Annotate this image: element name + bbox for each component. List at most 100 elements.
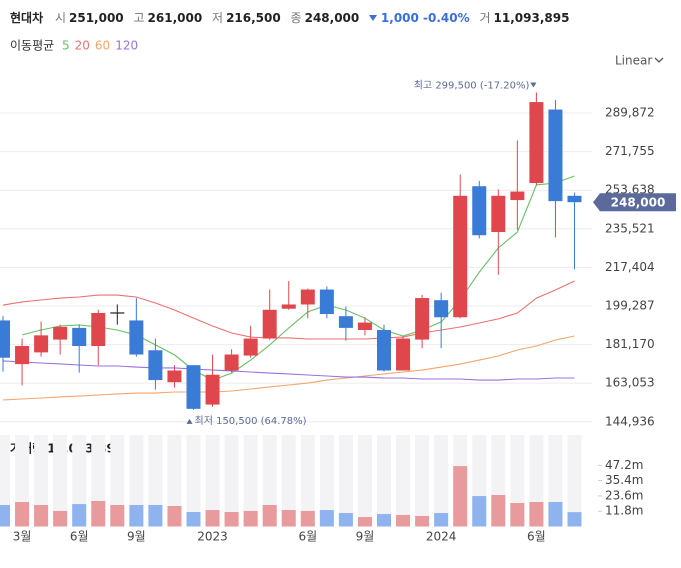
volume-bar — [15, 502, 30, 527]
candle-body — [300, 289, 315, 305]
volume-bar — [53, 510, 68, 527]
quote-label: 시 — [54, 11, 66, 25]
volume-bar — [510, 503, 525, 527]
volume-column — [434, 435, 449, 527]
candle-body — [15, 346, 30, 365]
change: 1,000 -0.40% — [380, 11, 470, 25]
volume-column — [72, 435, 87, 527]
volume-bar — [91, 500, 106, 527]
volume-column — [224, 435, 239, 527]
volume-bar — [224, 511, 239, 527]
volume-bar — [72, 504, 87, 527]
quote-label: 고 — [133, 11, 145, 25]
volume-bar — [529, 502, 544, 527]
candle-body — [129, 320, 144, 355]
volume-column — [281, 435, 296, 527]
legend-entry: 120 — [115, 39, 138, 53]
candle-body — [186, 365, 201, 409]
volume-bar — [34, 504, 49, 527]
y-tick-label: 217,404 — [605, 260, 655, 274]
y-tick-label: 181,170 — [605, 337, 655, 351]
volume-bar — [281, 510, 296, 527]
candle-body — [243, 338, 258, 356]
volume-column — [262, 435, 277, 527]
candle-body — [338, 316, 353, 328]
candle-body — [34, 335, 49, 353]
candle-body — [377, 330, 391, 371]
candle-body — [281, 304, 296, 309]
volume-column — [357, 435, 372, 527]
volume-bar — [377, 514, 391, 527]
candle-body — [548, 109, 563, 202]
volume-column — [34, 435, 49, 527]
volume-bar — [491, 495, 506, 527]
volume-column — [396, 435, 411, 527]
volume-column — [205, 435, 220, 527]
chevron[interactable] — [654, 57, 664, 63]
legend-title: 이동평균 — [10, 39, 54, 53]
volume-column — [148, 435, 163, 527]
candle-body — [434, 300, 449, 318]
candle-body — [357, 322, 372, 331]
candle-body — [72, 327, 87, 347]
quote-value: 261,000 — [147, 11, 203, 25]
quote-label: 거 — [479, 11, 491, 25]
volume-bar — [472, 496, 487, 527]
quote-value: 11,093,895 — [493, 11, 570, 25]
moving-average-line — [2, 280, 575, 340]
volume-bar — [338, 513, 353, 527]
candle-body — [205, 374, 220, 405]
volume-column — [567, 435, 582, 527]
candle-body — [491, 195, 506, 233]
price-badge — [593, 193, 676, 212]
volume-column — [377, 435, 391, 527]
volume-bar — [548, 502, 563, 527]
x-tick-label: 6월 — [298, 530, 317, 544]
volume-column — [319, 435, 334, 527]
candle-body — [53, 326, 68, 340]
x-tick-label: 2023 — [197, 530, 228, 544]
y-tick-label: 11.8m — [605, 504, 643, 518]
x-tick-label: 9월 — [356, 530, 375, 544]
legend-entry: 5 — [62, 39, 70, 53]
scale-selector[interactable]: Linear — [615, 54, 652, 68]
quote-value: 216,500 — [226, 11, 281, 25]
candle-body — [453, 195, 468, 318]
volume-bar — [357, 517, 372, 527]
volume-bar — [148, 504, 163, 527]
legend-entry: 60 — [95, 39, 110, 53]
moving-average-line — [21, 175, 575, 381]
candle-body — [224, 354, 239, 371]
y-tick-label: 235,521 — [605, 221, 655, 235]
volume-bar — [110, 504, 125, 527]
volume-bar — [0, 504, 10, 527]
header: 현대차 시 251,000 고 261,000 저 216,500 종 248,000 … — [10, 9, 575, 26]
low-annotation: 최저 150,500 (64.78%) — [195, 415, 307, 427]
volume-column — [186, 435, 201, 527]
y-tick-label: 47.2m — [605, 458, 643, 472]
y-tick-label: 199,287 — [605, 298, 655, 312]
quote-label: 저 — [212, 11, 224, 25]
volume-bar — [243, 510, 258, 527]
volume-column — [243, 435, 258, 527]
volume-bar — [453, 466, 468, 527]
moving-average-line — [2, 335, 575, 401]
high-marker — [530, 82, 537, 88]
y-tick-label: 253,638 — [605, 183, 655, 197]
candle-body — [396, 338, 411, 371]
x-tick-label: 6월 — [70, 530, 89, 544]
volume-bar — [129, 504, 144, 527]
down-arrow — [369, 15, 378, 21]
candle-body — [148, 350, 163, 381]
x-tick-label: 9월 — [127, 530, 146, 544]
candle-body — [91, 312, 106, 347]
volume-bar — [186, 511, 201, 527]
x-tick-label: 2024 — [426, 530, 457, 544]
volume-bar — [167, 506, 182, 527]
volume-bar — [300, 510, 315, 527]
high-annotation: 최고 299,500 (-17.20%) — [414, 79, 530, 91]
stock-name: 현대차 — [10, 11, 44, 25]
candle-body — [262, 309, 277, 339]
volume-bar — [262, 504, 277, 527]
